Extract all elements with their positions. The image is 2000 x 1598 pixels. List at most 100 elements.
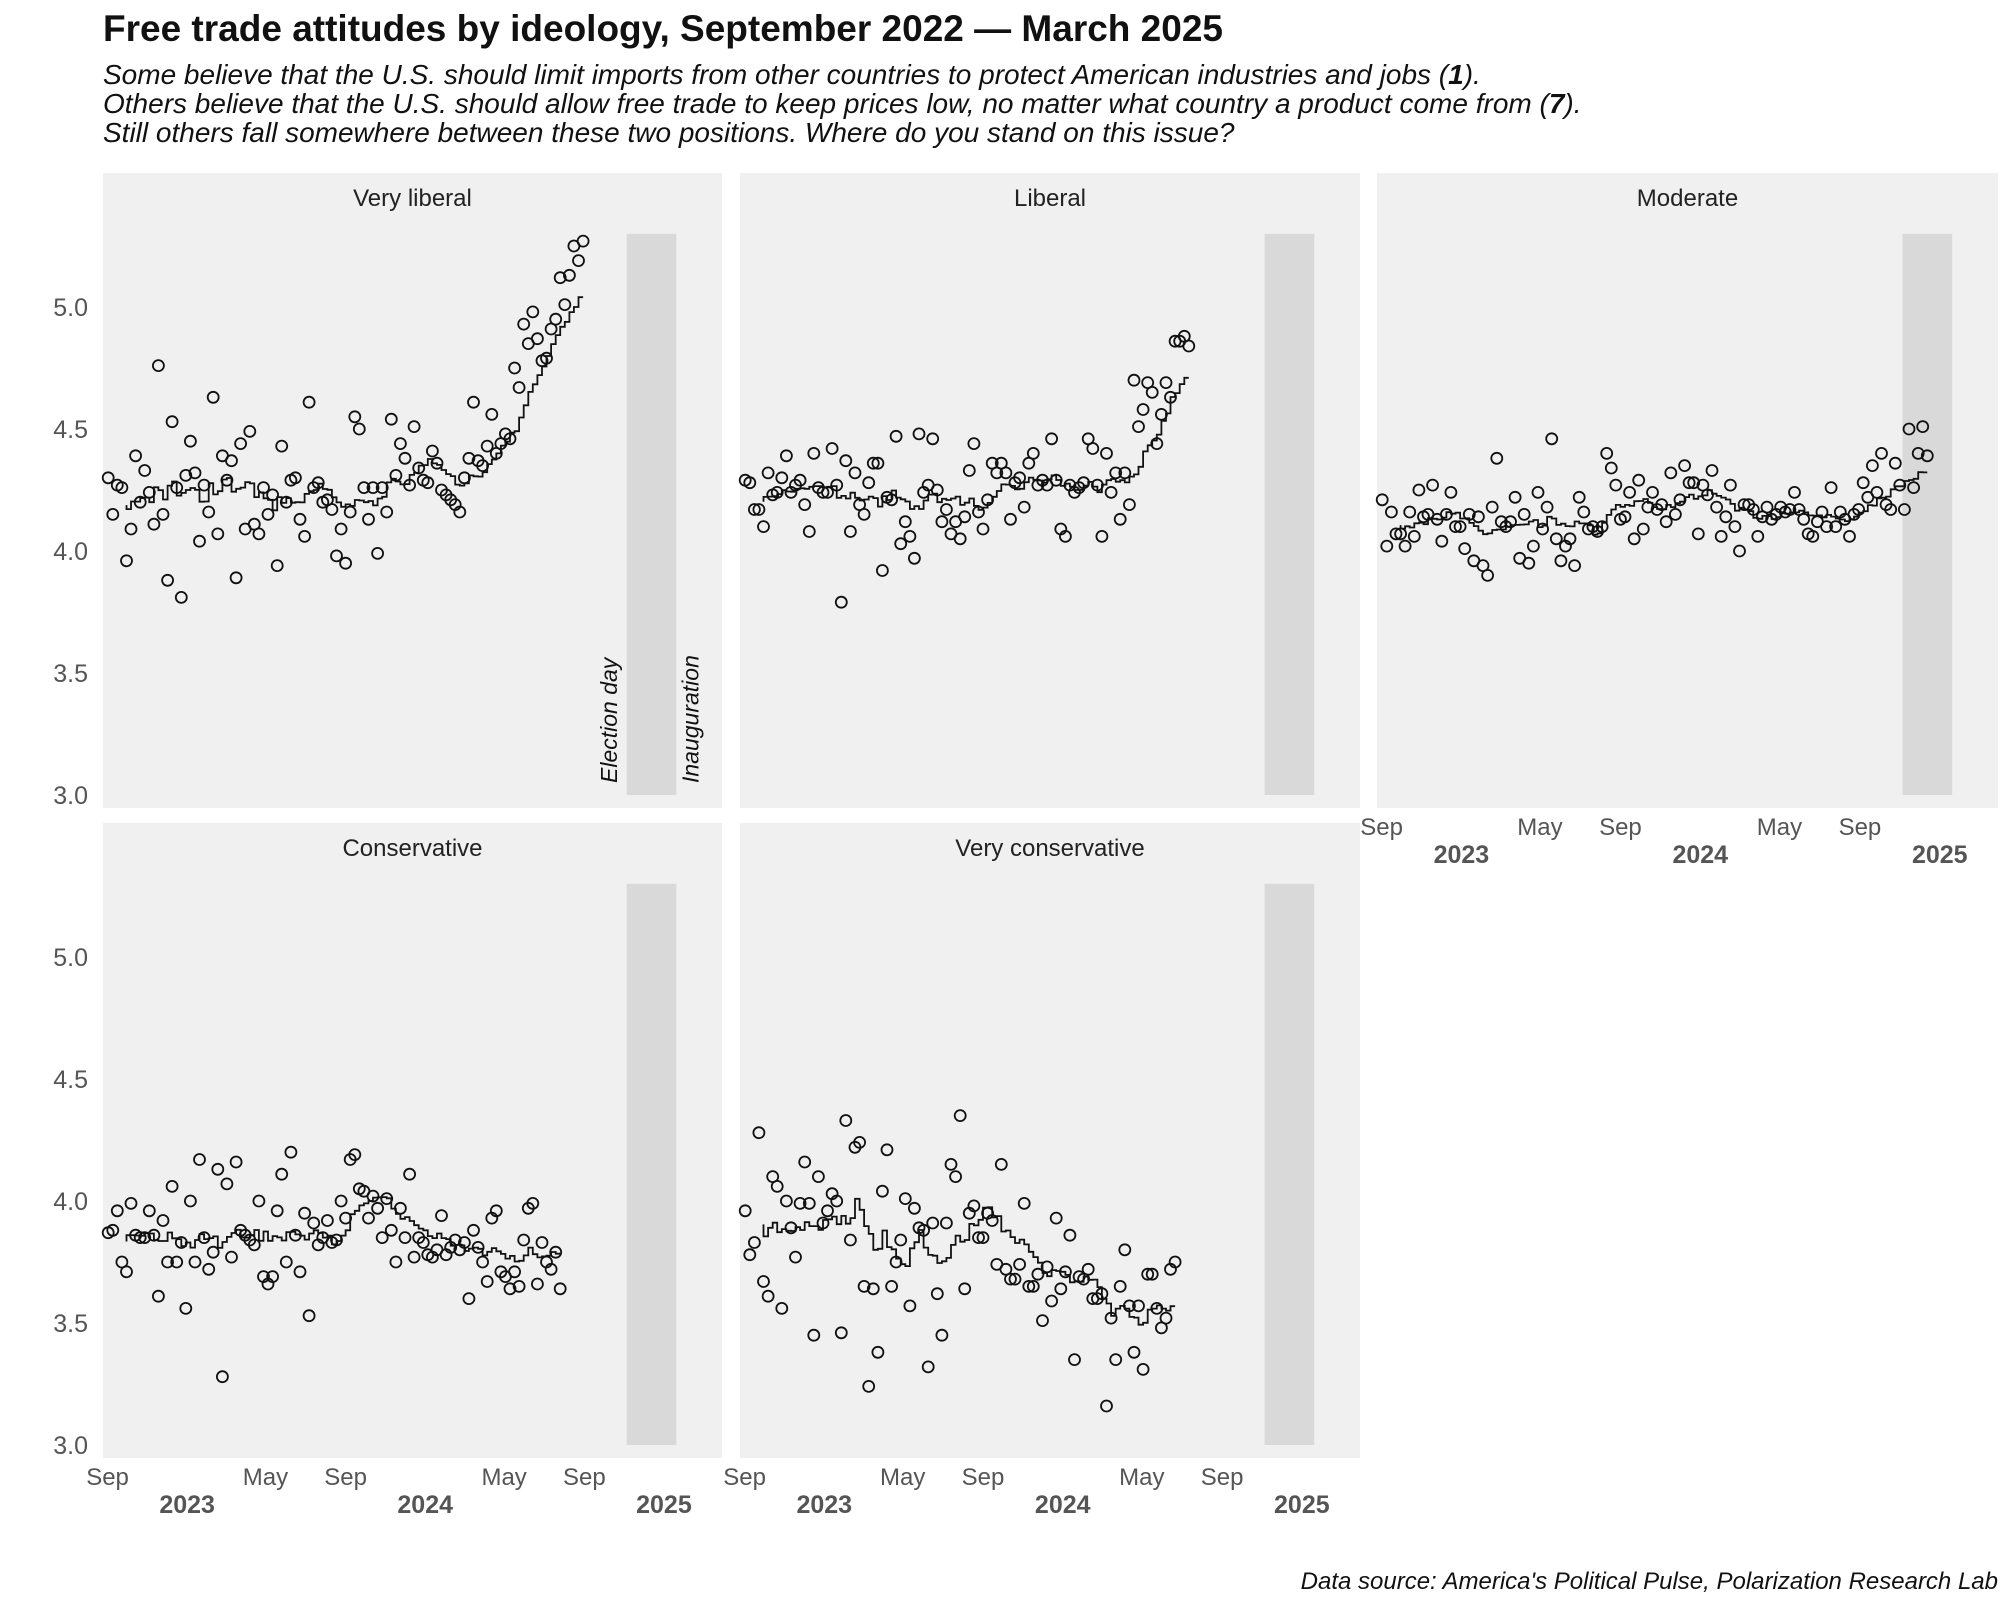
data-point xyxy=(1549,532,1563,546)
data-point xyxy=(1888,456,1902,470)
data-point xyxy=(156,508,170,521)
data-point xyxy=(416,1236,430,1249)
data-point xyxy=(1141,1267,1155,1281)
data-point xyxy=(789,1250,802,1264)
data-point xyxy=(1136,403,1150,416)
data-point xyxy=(535,1236,549,1249)
panel-title: Very conservative xyxy=(955,835,1144,862)
data-point xyxy=(1086,442,1100,455)
data-point xyxy=(1008,1272,1022,1286)
data-point xyxy=(1554,554,1568,568)
data-point xyxy=(871,456,885,470)
data-point xyxy=(1728,520,1742,533)
data-point xyxy=(1563,532,1577,546)
data-point xyxy=(467,1223,480,1237)
data-point xyxy=(1068,1353,1081,1366)
data-point xyxy=(1517,508,1531,521)
data-point xyxy=(380,505,394,519)
data-point xyxy=(225,1250,238,1264)
data-point xyxy=(508,1265,521,1279)
trend-step-line xyxy=(125,296,584,512)
shaded-period xyxy=(626,233,677,796)
data-point xyxy=(949,1170,962,1183)
data-point xyxy=(1123,498,1136,512)
data-point xyxy=(403,1167,417,1181)
data-point xyxy=(926,432,940,446)
data-point xyxy=(953,532,967,546)
data-point xyxy=(362,1211,375,1225)
data-point xyxy=(206,390,220,404)
panel-liberal: Liberal xyxy=(738,173,1360,808)
data-point xyxy=(1017,500,1031,514)
data-point xyxy=(193,1153,206,1166)
data-point xyxy=(357,481,371,495)
data-point xyxy=(1536,522,1549,536)
data-point xyxy=(1435,534,1449,548)
data-point xyxy=(371,1201,385,1215)
subtitle-line-2: Others believe that the U.S. should allo… xyxy=(103,88,1582,119)
data-point xyxy=(270,1204,284,1218)
data-point xyxy=(1875,446,1888,460)
data-point xyxy=(889,429,903,443)
data-point xyxy=(252,1194,266,1208)
data-point xyxy=(348,410,362,424)
data-point xyxy=(1678,459,1691,473)
data-point xyxy=(1403,505,1417,519)
data-point xyxy=(517,317,531,331)
chart-subtitle: Some believe that the U.S. should limit … xyxy=(103,60,1582,147)
data-point xyxy=(1820,520,1833,533)
data-point xyxy=(352,422,366,436)
data-point xyxy=(110,1204,124,1218)
data-point xyxy=(325,503,339,516)
data-point xyxy=(576,234,590,248)
data-point xyxy=(1127,1345,1141,1359)
data-point xyxy=(839,1114,853,1127)
data-point xyxy=(898,515,912,529)
data-point xyxy=(133,1231,147,1244)
data-point xyxy=(266,1270,280,1283)
data-point xyxy=(1609,478,1623,492)
data-point xyxy=(807,446,821,460)
data-point xyxy=(380,1192,394,1205)
data-point xyxy=(1118,466,1132,480)
data-point xyxy=(220,1177,234,1191)
y-tick-label: 3.5 xyxy=(53,660,88,688)
data-point xyxy=(302,395,316,409)
data-point xyxy=(371,547,385,560)
data-point xyxy=(179,468,193,482)
data-point xyxy=(1618,510,1632,524)
data-point xyxy=(1407,530,1421,543)
x-tick-label: May xyxy=(243,1464,288,1491)
data-point xyxy=(1646,485,1659,499)
data-point xyxy=(188,1255,202,1269)
data-point xyxy=(480,1275,494,1288)
data-point xyxy=(940,503,953,516)
x-year-label: 2024 xyxy=(1672,841,1728,869)
y-tick-label: 3.5 xyxy=(53,1310,88,1338)
trend-step-line xyxy=(125,1196,561,1263)
data-point xyxy=(1159,1311,1173,1325)
data-point xyxy=(1145,1267,1159,1281)
data-point xyxy=(563,268,576,282)
y-tick-label: 3.0 xyxy=(53,1432,88,1460)
x-year-label: 2023 xyxy=(159,1491,215,1519)
data-point xyxy=(553,1282,567,1296)
x-tick-label: Sep xyxy=(1839,814,1882,841)
data-point xyxy=(926,1216,940,1230)
x-tick-label: Sep xyxy=(962,1464,1005,1491)
data-point xyxy=(1104,485,1118,499)
x-tick-label: May xyxy=(1119,1464,1164,1491)
x-year-label: 2025 xyxy=(1912,841,1968,869)
data-point xyxy=(183,1194,197,1208)
data-point xyxy=(421,476,435,490)
data-point xyxy=(334,522,348,536)
data-point xyxy=(320,1214,334,1227)
data-point xyxy=(1145,385,1159,399)
data-point xyxy=(348,1148,362,1161)
data-point xyxy=(170,1255,184,1269)
data-point xyxy=(1705,464,1719,477)
data-point xyxy=(1481,569,1494,582)
data-point xyxy=(101,471,115,485)
shaded-period xyxy=(1264,883,1315,1445)
data-point xyxy=(384,1223,398,1237)
